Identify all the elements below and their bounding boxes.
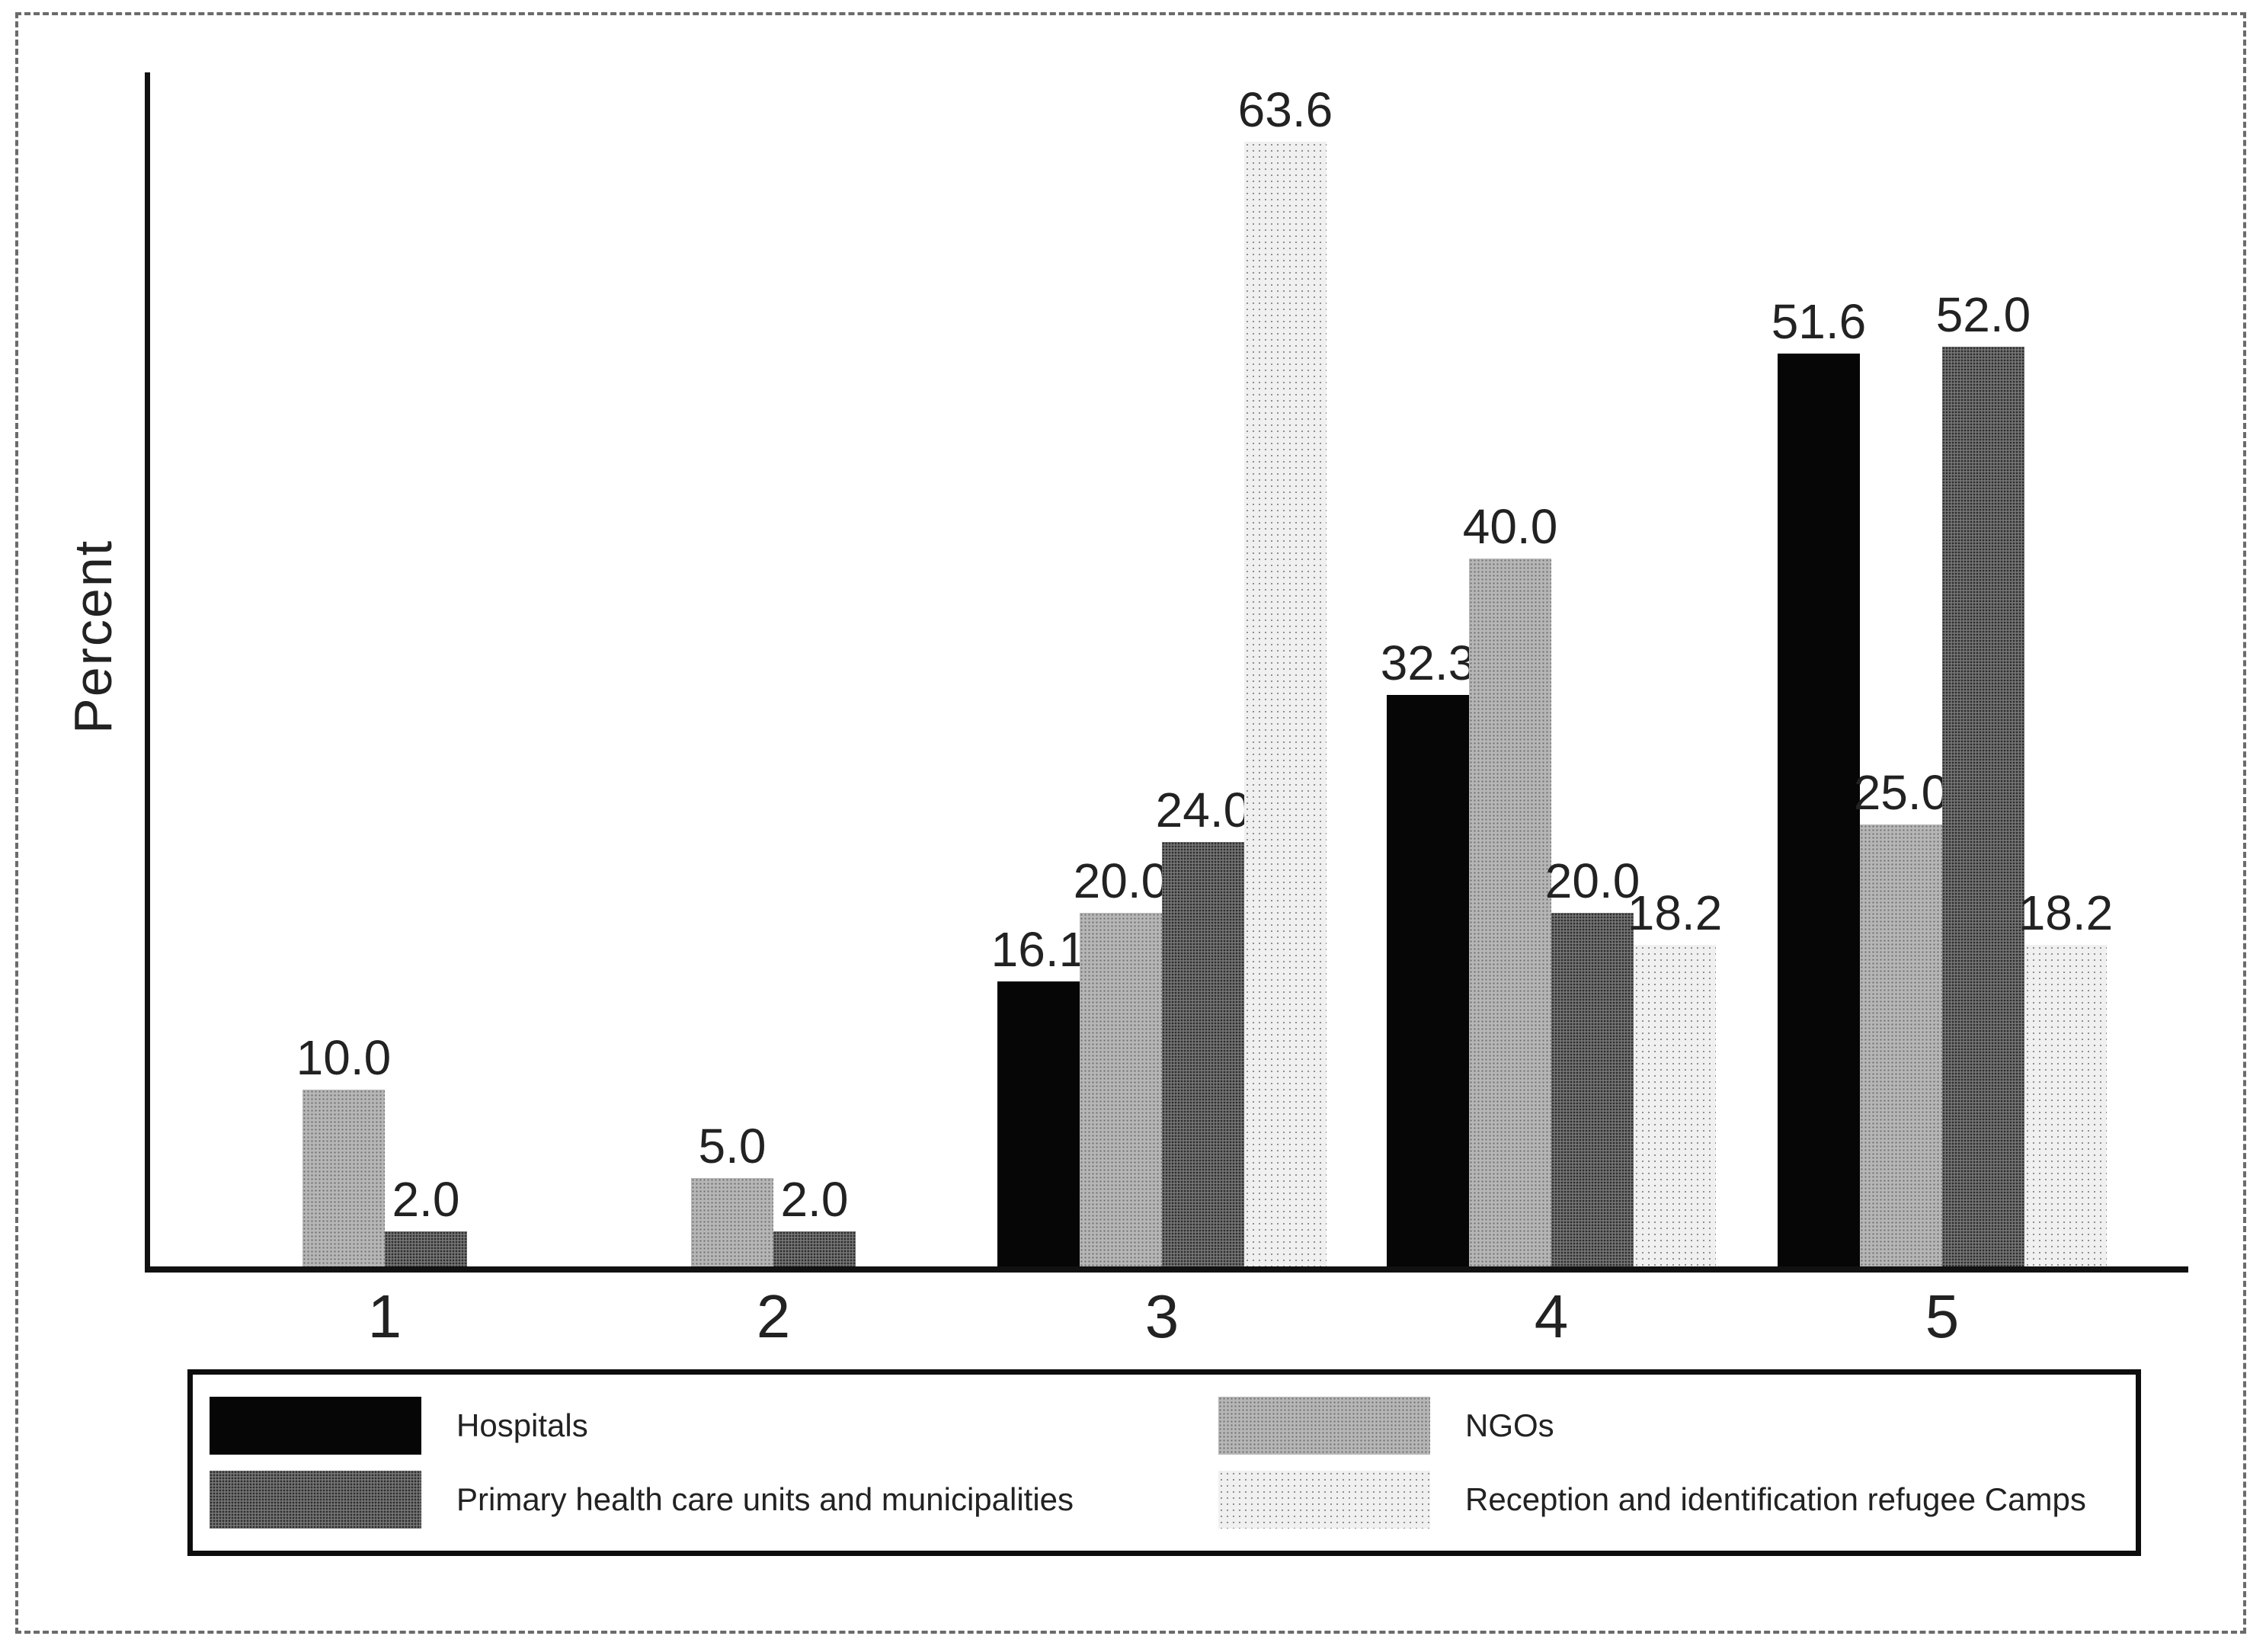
bar-wrap-reception-cat3: 63.6	[1238, 72, 1333, 1266]
bar-wrap-hospitals-cat4: 32.3	[1381, 72, 1475, 1266]
y-axis-title: Percent	[63, 539, 123, 734]
bar-value-label-primary-cat5: 52.0	[1935, 287, 2031, 342]
bar-wrap-primary-cat5: 52.0	[1936, 72, 2031, 1266]
bar-wrap-primary-cat2: 2.0	[773, 72, 856, 1266]
legend-label-primary-health-care: Primary health care units and municipali…	[456, 1481, 1074, 1518]
bar-group-1: 10.0 2.0	[296, 72, 467, 1266]
bar-value-label-ngos-cat3: 20.0	[1073, 853, 1169, 908]
bar-value-label-reception-cat4: 18.2	[1627, 885, 1723, 940]
x-tick-label-3: 3	[1144, 1282, 1179, 1350]
bar-ngos-cat1	[302, 1089, 385, 1266]
bar-wrap-reception-cat4: 18.2	[1627, 72, 1722, 1266]
bar-wrap-ngos-cat4: 40.0	[1463, 72, 1557, 1266]
bar-wrap-primary-cat3: 24.0	[1156, 72, 1250, 1266]
bar-value-label-ngos-cat5: 25.0	[1853, 764, 1949, 820]
legend-label-hospitals: Hospitals	[456, 1407, 588, 1443]
bar-value-label-hospitals-cat5: 51.6	[1771, 294, 1867, 350]
x-tick-label-1: 1	[367, 1282, 402, 1350]
bar-primary-cat1	[384, 1231, 467, 1266]
bar-reception-cat3	[1243, 141, 1327, 1266]
legend: Hospitals NGOs Primary health care units…	[187, 1369, 2141, 1556]
legend-item-primary-health-care: Primary health care units and municipali…	[210, 1471, 1218, 1529]
legend-swatch-hospitals	[210, 1396, 421, 1455]
bar-group-3: 16.1 20.0 24.0 63.6	[991, 72, 1333, 1266]
bar-wrap-primary-cat1: 2.0	[384, 72, 467, 1266]
x-tick-label-5: 5	[1925, 1282, 1960, 1350]
bar-value-label-reception-cat3: 63.6	[1237, 82, 1333, 137]
bar-value-label-reception-cat5: 18.2	[2018, 885, 2114, 940]
bar-value-label-primary-cat1: 2.0	[392, 1171, 460, 1227]
bar-hospitals-cat3	[997, 981, 1080, 1266]
bar-group-2: 5.0 2.0	[690, 72, 856, 1266]
bar-value-label-ngos-cat4: 40.0	[1462, 499, 1558, 555]
bar-wrap-reception-cat5: 18.2	[2018, 72, 2113, 1266]
legend-item-ngos: NGOs	[1218, 1396, 2119, 1455]
bar-ngos-cat4	[1469, 559, 1552, 1266]
bar-primary-cat4	[1551, 912, 1634, 1266]
bar-primary-cat2	[773, 1231, 856, 1266]
bar-wrap-hospitals-cat3: 16.1	[991, 72, 1086, 1266]
bar-wrap-hospitals-cat5: 51.6	[1772, 72, 1866, 1266]
bar-value-label-primary-cat4: 20.0	[1544, 853, 1640, 908]
bar-group-5: 51.6 25.0 52.0 18.2	[1772, 72, 2113, 1266]
bar-value-label-ngos-cat2: 5.0	[698, 1118, 767, 1173]
legend-swatch-ngos	[1218, 1396, 1430, 1455]
bar-wrap-ngos-cat2: 5.0	[690, 72, 773, 1266]
plot-area: 10.0 2.0 5.0 2.0 16.1 20.0 24.0 63.6 32.3 40.0 20.…	[150, 72, 2187, 1266]
legend-swatch-reception-camps	[1218, 1471, 1430, 1529]
y-axis-line	[145, 72, 150, 1273]
x-tick-label-4: 4	[1534, 1282, 1569, 1350]
bar-hospitals-cat4	[1387, 695, 1470, 1266]
bar-reception-cat4	[1634, 944, 1717, 1266]
x-axis-line	[145, 1266, 2188, 1273]
bar-value-label-hospitals-cat4: 32.3	[1380, 636, 1476, 691]
bar-ngos-cat2	[690, 1177, 773, 1266]
bar-reception-cat5	[2024, 944, 2107, 1266]
legend-swatch-primary-health-care	[210, 1471, 421, 1529]
bar-hospitals-cat5	[1777, 354, 1860, 1266]
bar-ngos-cat5	[1859, 824, 1942, 1266]
bar-group-4: 32.3 40.0 20.0 18.2	[1381, 72, 1722, 1266]
x-tick-label-2: 2	[756, 1282, 791, 1350]
bar-wrap-ngos-cat5: 25.0	[1854, 72, 1948, 1266]
bar-primary-cat5	[1941, 346, 2024, 1266]
bar-primary-cat3	[1161, 841, 1244, 1266]
bar-value-label-primary-cat3: 24.0	[1155, 782, 1251, 837]
legend-item-hospitals: Hospitals	[210, 1396, 1218, 1455]
bar-value-label-primary-cat2: 2.0	[780, 1171, 849, 1227]
legend-label-reception-camps: Reception and identification refugee Cam…	[1465, 1481, 2086, 1518]
bar-wrap-ngos-cat3: 20.0	[1074, 72, 1168, 1266]
bar-wrap-ngos-cat1: 10.0	[296, 72, 391, 1266]
bar-value-label-ngos-cat1: 10.0	[296, 1029, 392, 1085]
bar-ngos-cat3	[1079, 912, 1162, 1266]
legend-label-ngos: NGOs	[1465, 1407, 1554, 1443]
bar-value-label-hospitals-cat3: 16.1	[991, 922, 1087, 978]
legend-item-reception-camps: Reception and identification refugee Cam…	[1218, 1471, 2119, 1529]
bar-wrap-primary-cat4: 20.0	[1545, 72, 1640, 1266]
